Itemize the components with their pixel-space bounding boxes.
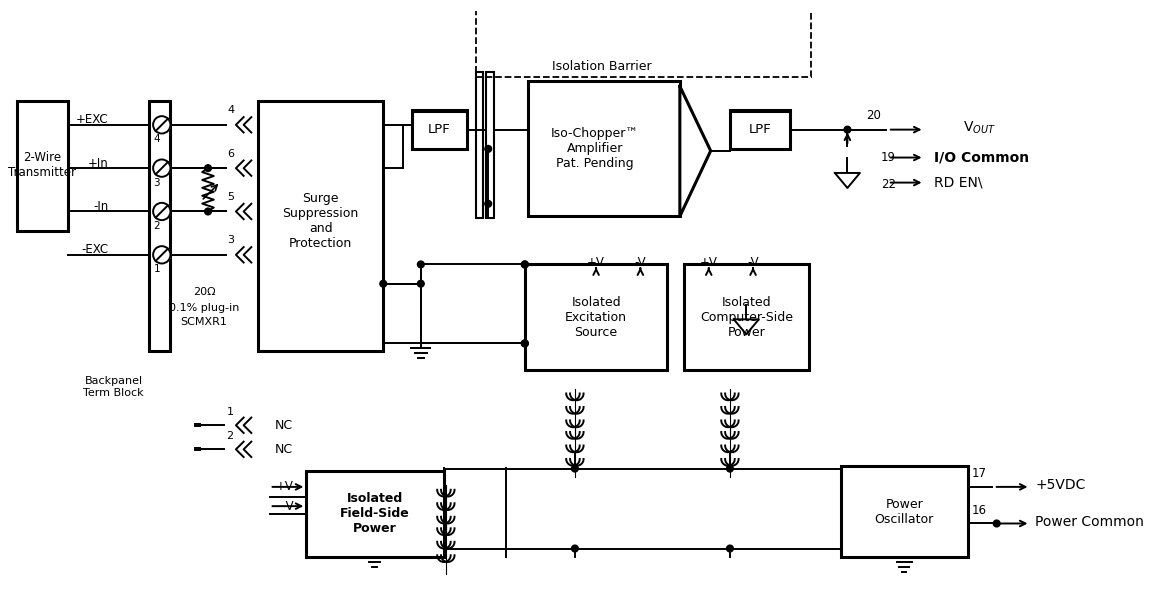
Text: 2: 2 bbox=[154, 221, 161, 231]
Text: I/O Common: I/O Common bbox=[934, 150, 1030, 164]
Circle shape bbox=[153, 246, 170, 263]
Text: 20: 20 bbox=[867, 109, 882, 121]
Circle shape bbox=[522, 340, 529, 347]
Text: -EXC: -EXC bbox=[82, 243, 109, 257]
Text: LPF: LPF bbox=[749, 123, 772, 136]
Text: Isolated
Field-Side
Power: Isolated Field-Side Power bbox=[340, 492, 410, 535]
FancyBboxPatch shape bbox=[307, 471, 444, 557]
Text: 2: 2 bbox=[227, 431, 234, 441]
Text: +V: +V bbox=[700, 256, 717, 269]
Text: 19: 19 bbox=[882, 151, 897, 164]
Text: 22: 22 bbox=[882, 178, 897, 191]
Circle shape bbox=[485, 201, 492, 207]
FancyBboxPatch shape bbox=[841, 466, 967, 557]
Text: Isolation Barrier: Isolation Barrier bbox=[552, 60, 651, 72]
Text: 16: 16 bbox=[972, 504, 987, 516]
Text: SCMXR1: SCMXR1 bbox=[180, 317, 228, 327]
FancyBboxPatch shape bbox=[684, 265, 809, 370]
FancyBboxPatch shape bbox=[486, 72, 494, 218]
FancyBboxPatch shape bbox=[17, 101, 68, 231]
Text: LPF: LPF bbox=[428, 123, 450, 136]
Text: +In: +In bbox=[88, 157, 109, 170]
FancyBboxPatch shape bbox=[730, 111, 789, 149]
Circle shape bbox=[727, 465, 734, 472]
FancyBboxPatch shape bbox=[258, 101, 383, 351]
Text: +V: +V bbox=[587, 256, 605, 269]
Text: -V: -V bbox=[747, 256, 759, 269]
Text: -V: -V bbox=[634, 256, 647, 269]
FancyBboxPatch shape bbox=[412, 111, 467, 149]
Text: 3: 3 bbox=[154, 178, 161, 188]
Text: Surge
Suppression
and
Protection: Surge Suppression and Protection bbox=[282, 192, 359, 250]
Text: -V: -V bbox=[282, 500, 294, 513]
Circle shape bbox=[845, 126, 850, 133]
Circle shape bbox=[727, 545, 734, 552]
Circle shape bbox=[153, 159, 170, 177]
Polygon shape bbox=[680, 86, 710, 216]
Text: +5VDC: +5VDC bbox=[1036, 478, 1085, 492]
FancyBboxPatch shape bbox=[525, 265, 668, 370]
Text: Power
Oscillator: Power Oscillator bbox=[875, 498, 934, 526]
Text: 20Ω: 20Ω bbox=[193, 288, 215, 297]
Circle shape bbox=[205, 165, 212, 172]
Circle shape bbox=[153, 203, 170, 220]
Text: 6: 6 bbox=[228, 149, 235, 159]
Circle shape bbox=[153, 116, 170, 133]
Circle shape bbox=[522, 340, 529, 347]
Circle shape bbox=[485, 146, 492, 152]
Circle shape bbox=[572, 545, 578, 552]
Text: Backpanel
Term Block: Backpanel Term Block bbox=[83, 376, 143, 397]
Text: 3: 3 bbox=[228, 236, 235, 245]
FancyBboxPatch shape bbox=[476, 72, 484, 218]
Circle shape bbox=[522, 261, 529, 268]
Circle shape bbox=[379, 280, 386, 287]
Text: -In: -In bbox=[94, 200, 109, 213]
Text: Isolated
Computer-Side
Power: Isolated Computer-Side Power bbox=[700, 296, 793, 339]
FancyBboxPatch shape bbox=[149, 101, 170, 351]
Text: RD EN\: RD EN\ bbox=[934, 176, 982, 190]
FancyBboxPatch shape bbox=[528, 82, 680, 216]
Circle shape bbox=[205, 208, 212, 215]
Text: Iso-Chopper™
Amplifier
Pat. Pending: Iso-Chopper™ Amplifier Pat. Pending bbox=[551, 127, 639, 170]
Text: 1: 1 bbox=[227, 406, 234, 417]
Text: +V: +V bbox=[275, 480, 294, 493]
Text: 5: 5 bbox=[228, 192, 235, 202]
Text: Power Common: Power Common bbox=[1036, 515, 1144, 528]
Text: 4: 4 bbox=[228, 105, 235, 115]
Text: V$_{OUT}$: V$_{OUT}$ bbox=[963, 120, 996, 136]
Text: 17: 17 bbox=[972, 467, 987, 480]
Text: +EXC: +EXC bbox=[76, 114, 109, 126]
Circle shape bbox=[572, 465, 578, 472]
Circle shape bbox=[418, 261, 425, 268]
Text: 2-Wire
Transmitter: 2-Wire Transmitter bbox=[8, 151, 76, 179]
Polygon shape bbox=[734, 320, 759, 335]
Circle shape bbox=[418, 280, 425, 287]
Text: 1: 1 bbox=[154, 265, 161, 274]
Text: 0.1% plug-in: 0.1% plug-in bbox=[169, 303, 239, 313]
Text: Isolated
Excitation
Source: Isolated Excitation Source bbox=[565, 296, 627, 339]
Polygon shape bbox=[835, 173, 860, 188]
Text: NC: NC bbox=[274, 419, 293, 432]
Circle shape bbox=[994, 520, 1000, 527]
Circle shape bbox=[522, 261, 529, 268]
Text: 4: 4 bbox=[154, 134, 161, 144]
Text: NC: NC bbox=[274, 443, 293, 456]
